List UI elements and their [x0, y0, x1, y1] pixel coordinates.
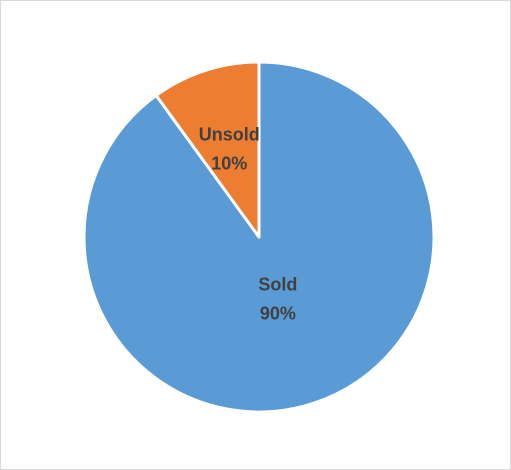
pie-labels: Sold 90% Unsold 10% — [199, 124, 298, 323]
pie-slices — [82, 60, 436, 414]
pie-slice-unsold — [154, 60, 261, 239]
slice-label-sold: Sold 90% — [258, 274, 297, 323]
slice-label-unsold: Unsold 10% — [199, 124, 260, 173]
